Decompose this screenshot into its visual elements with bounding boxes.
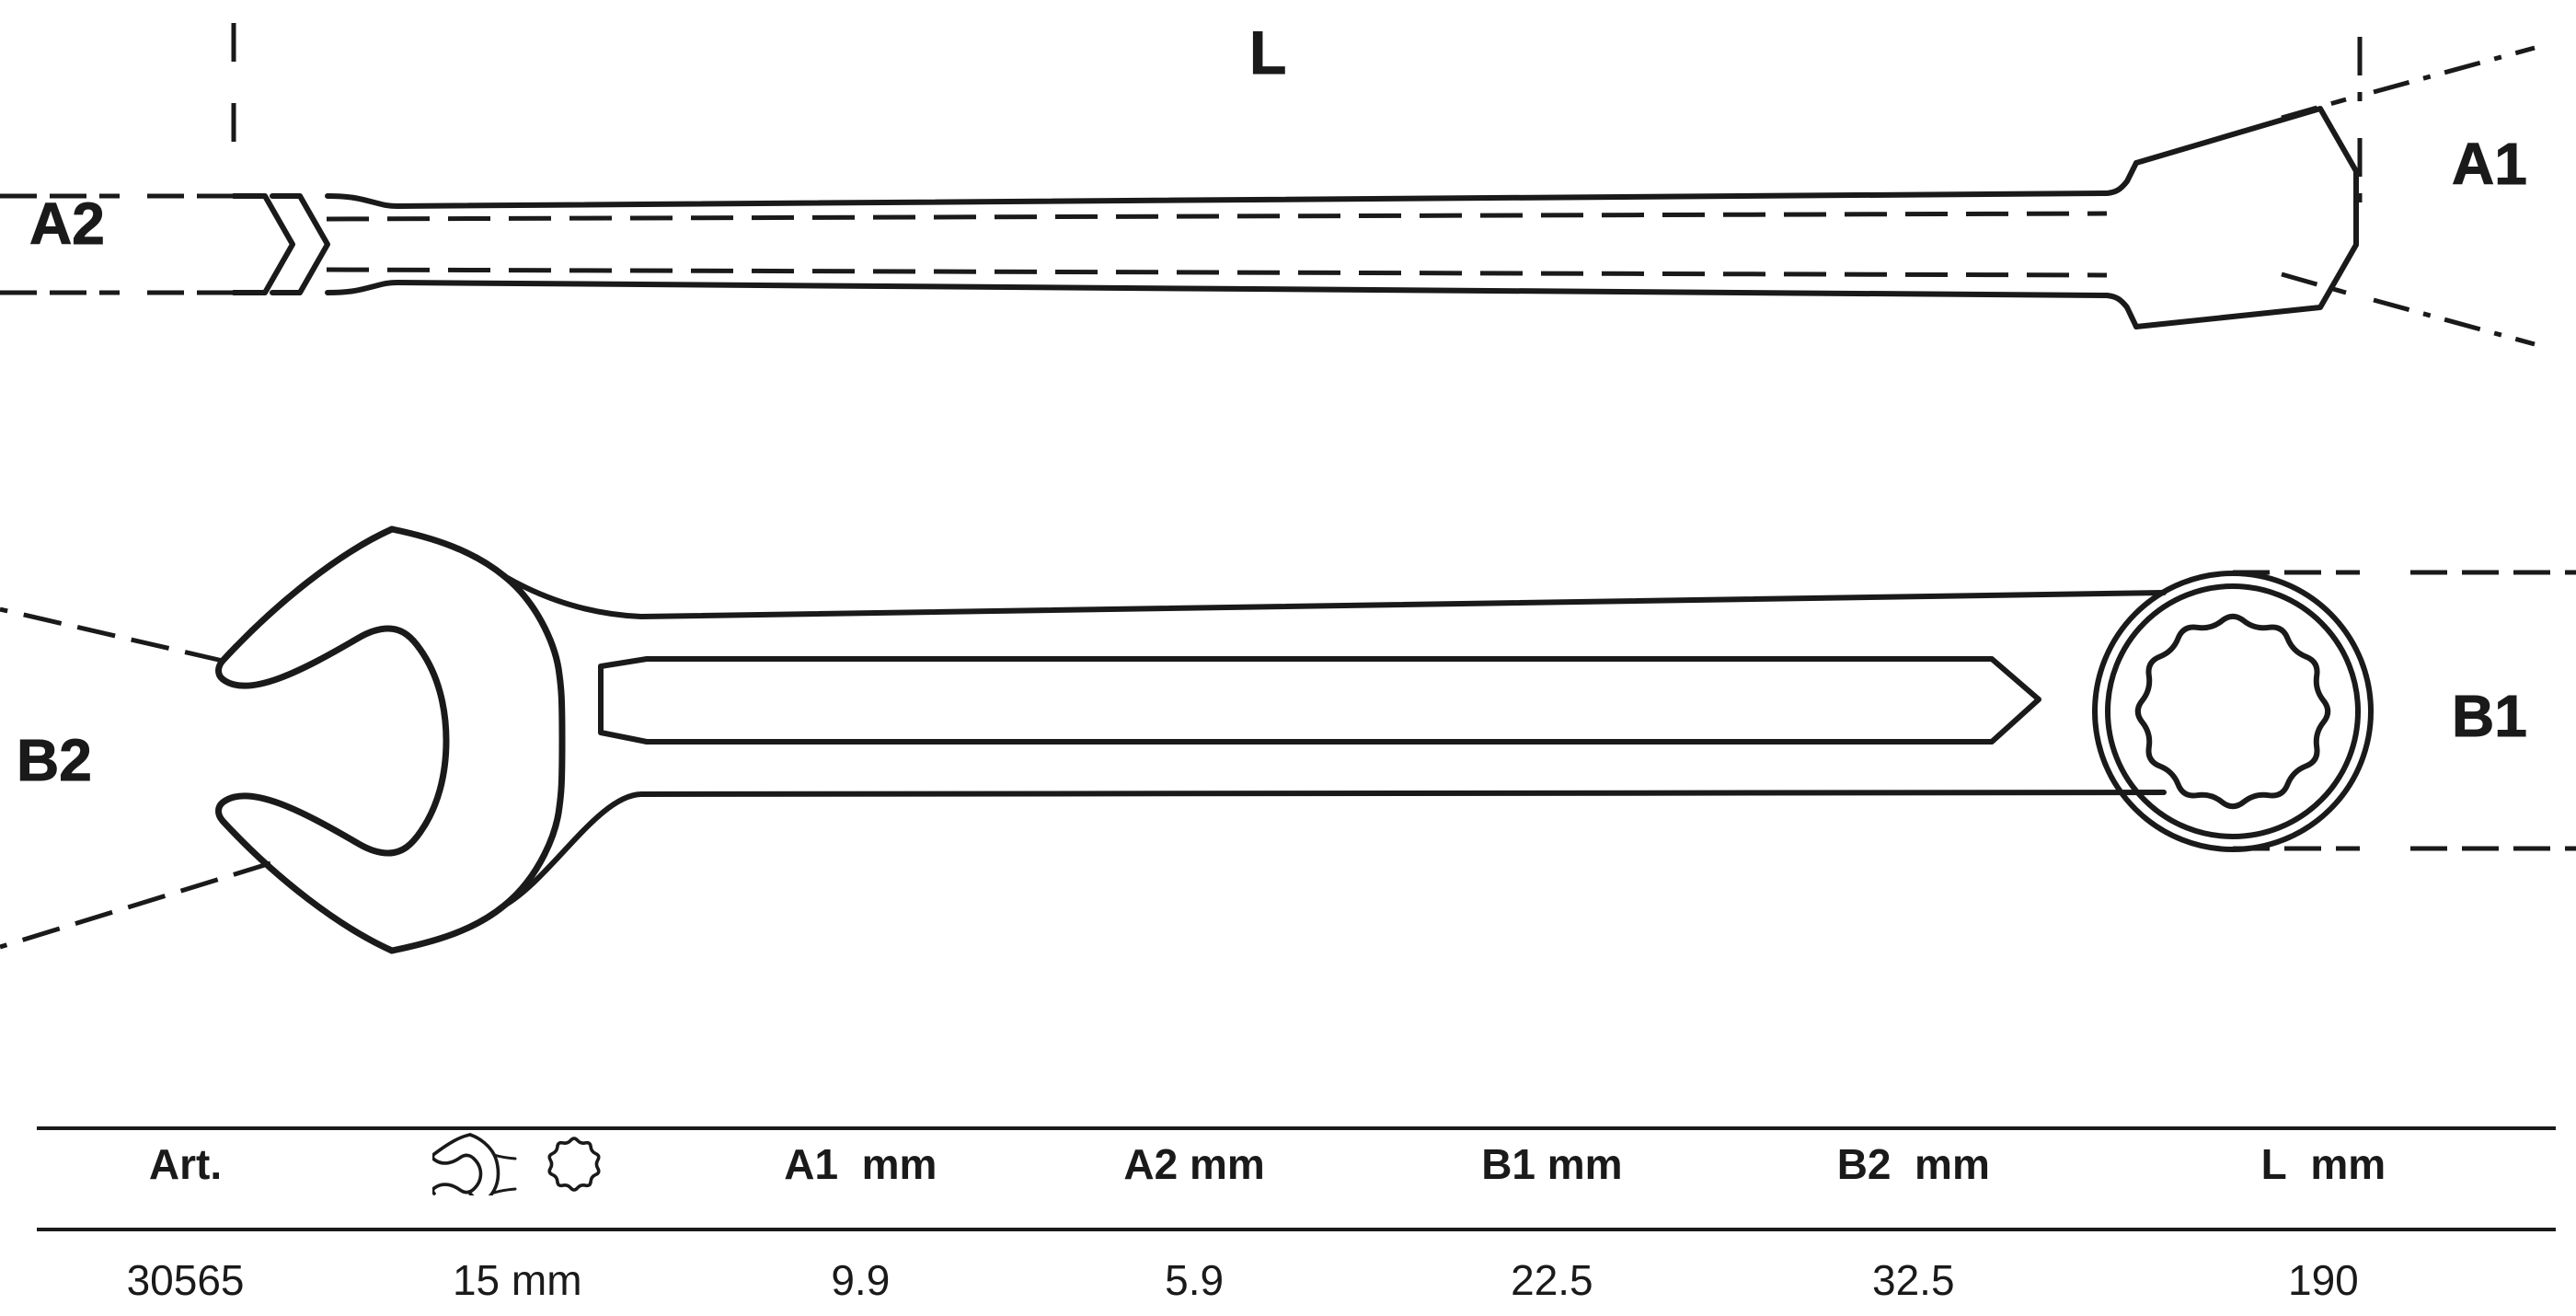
svg-text:B2: B2 — [17, 727, 92, 793]
svg-text:L: L — [1249, 18, 1286, 87]
svg-text:A2: A2 — [29, 190, 105, 257]
svg-text:B1: B1 — [2452, 683, 2527, 749]
svg-text:A1: A1 — [2452, 131, 2527, 197]
